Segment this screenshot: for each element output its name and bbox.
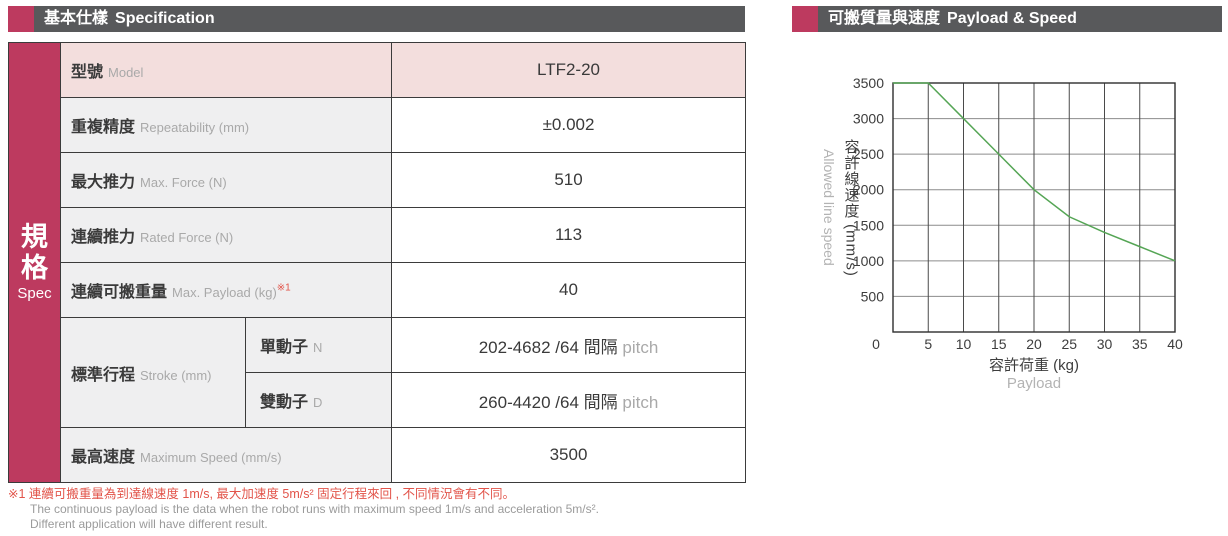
table-row-stroke-double: 雙動子 D 260-4420 /64 間隔 pitch: [9, 372, 746, 428]
svg-text:3000: 3000: [853, 111, 884, 127]
svg-text:1000: 1000: [853, 253, 884, 269]
svg-text:500: 500: [861, 288, 885, 304]
svg-text:10: 10: [956, 336, 972, 352]
svg-text:3500: 3500: [853, 75, 884, 91]
row-value-max-speed: 3500: [391, 427, 746, 483]
row-value-repeatability: ±0.002: [391, 97, 746, 153]
row-value-stroke-double: 260-4420 /64 間隔 pitch: [391, 372, 746, 428]
table-row-stroke-single: 標準行程 Stroke (mm) 單動子 N 202-4682 /64 間隔 pit…: [9, 317, 746, 428]
svg-text:25: 25: [1061, 336, 1077, 352]
chart-section-title: 可搬質量與速度 Payload & Speed: [818, 6, 1222, 32]
spec-section-header: 基本仕樣 Specification: [8, 6, 745, 32]
payload-speed-panel: 可搬質量與速度 Payload & Speed 500 1000 1500 2000 25…: [790, 0, 1222, 536]
section-marker-square: [8, 6, 34, 32]
spec-title-en: Specification: [115, 10, 215, 27]
section-marker-square: [792, 6, 818, 32]
row-value-rated-force: 113: [391, 207, 746, 263]
row-label-max-speed: 最高速度 Maximum Speed (mm/s): [60, 427, 392, 483]
y-axis-label-cn: 容許線速度 (mm/s): [842, 138, 860, 277]
row-value-model: LTF2-20: [391, 42, 746, 98]
spec-sidebar: 規 格 Spec: [8, 42, 61, 483]
footnote-line-en-2: Different application will have differen…: [30, 516, 268, 531]
svg-text:20: 20: [1026, 336, 1042, 352]
svg-text:Payload: Payload: [1007, 375, 1061, 392]
table-row-model: 規 格 Spec 型號 Model LTF2-20: [8, 42, 746, 483]
row-label-rated-force: 連續推力 Rated Force (N): [60, 207, 392, 263]
table-row-rated-force: 連續推力 Rated Force (N) 113: [9, 207, 746, 263]
svg-text:35: 35: [1132, 336, 1148, 352]
row-value-stroke-single: 202-4682 /64 間隔 pitch: [391, 317, 746, 373]
row-label-stroke: 標準行程 Stroke (mm): [60, 317, 246, 428]
svg-text:2000: 2000: [853, 182, 884, 198]
row-value-max-force: 510: [391, 152, 746, 208]
row-value-max-payload: 40: [391, 262, 746, 318]
chart-title-cn: 可搬質量與速度: [828, 10, 941, 27]
sidebar-char-2: 格: [21, 252, 48, 283]
row-label-repeatability: 重複精度 Repeatability (mm): [60, 97, 392, 153]
svg-text:30: 30: [1097, 336, 1113, 352]
table-row-max-force: 最大推力 Max. Force (N) 510: [9, 152, 746, 208]
svg-text:0: 0: [872, 336, 880, 352]
spec-section-title: 基本仕樣 Specification: [34, 6, 745, 32]
table-row-max-speed: 最高速度 Maximum Speed (mm/s) 3500: [9, 427, 746, 483]
footnote: ※1 連續可搬重量為到達線速度 1m/s, 最大加速度 5m/s² 固定行程來回…: [8, 486, 648, 531]
svg-text:40: 40: [1167, 336, 1183, 352]
svg-text:容許荷重 (kg): 容許荷重 (kg): [989, 357, 1079, 374]
row-sublabel-single-mover: 單動子 N: [245, 317, 392, 373]
svg-text:2500: 2500: [853, 146, 884, 162]
footnote-line-en-1: The continuous payload is the data when …: [30, 502, 599, 516]
svg-text:15: 15: [991, 336, 1007, 352]
table-row-max-payload: 連續可搬重量 Max. Payload (kg)※1 40: [9, 262, 746, 318]
sidebar-char-1: 規: [21, 221, 48, 252]
row-sublabel-double-mover: 雙動子 D: [245, 372, 392, 428]
row-label-model: 型號 Model: [60, 42, 392, 98]
spec-table: 規 格 Spec 型號 Model LTF2-20 重複精度 Repeatabili…: [8, 42, 746, 483]
footnote-marker: ※1: [276, 282, 291, 294]
chart-section-header: 可搬質量與速度 Payload & Speed: [792, 6, 1222, 32]
spec-title-cn: 基本仕樣: [44, 10, 109, 27]
row-label-max-payload: 連續可搬重量 Max. Payload (kg)※1: [60, 262, 392, 318]
svg-text:1500: 1500: [853, 217, 884, 233]
footnote-line-cn: ※1 連續可搬重量為到達線速度 1m/s, 最大加速度 5m/s² 固定行程來回…: [8, 487, 516, 501]
table-row-repeatability: 重複精度 Repeatability (mm) ±0.002: [9, 97, 746, 153]
svg-text:5: 5: [924, 336, 932, 352]
y-axis-label-en: Allowed line speed: [821, 149, 837, 266]
row-label-max-force: 最大推力 Max. Force (N): [60, 152, 392, 208]
chart-title-en: Payload & Speed: [947, 10, 1077, 27]
payload-speed-chart: 500 1000 1500 2000 2500 3000 3500 0 5 10 15 20 25 30 3…: [853, 75, 1183, 392]
sidebar-sub: Spec: [17, 284, 52, 302]
